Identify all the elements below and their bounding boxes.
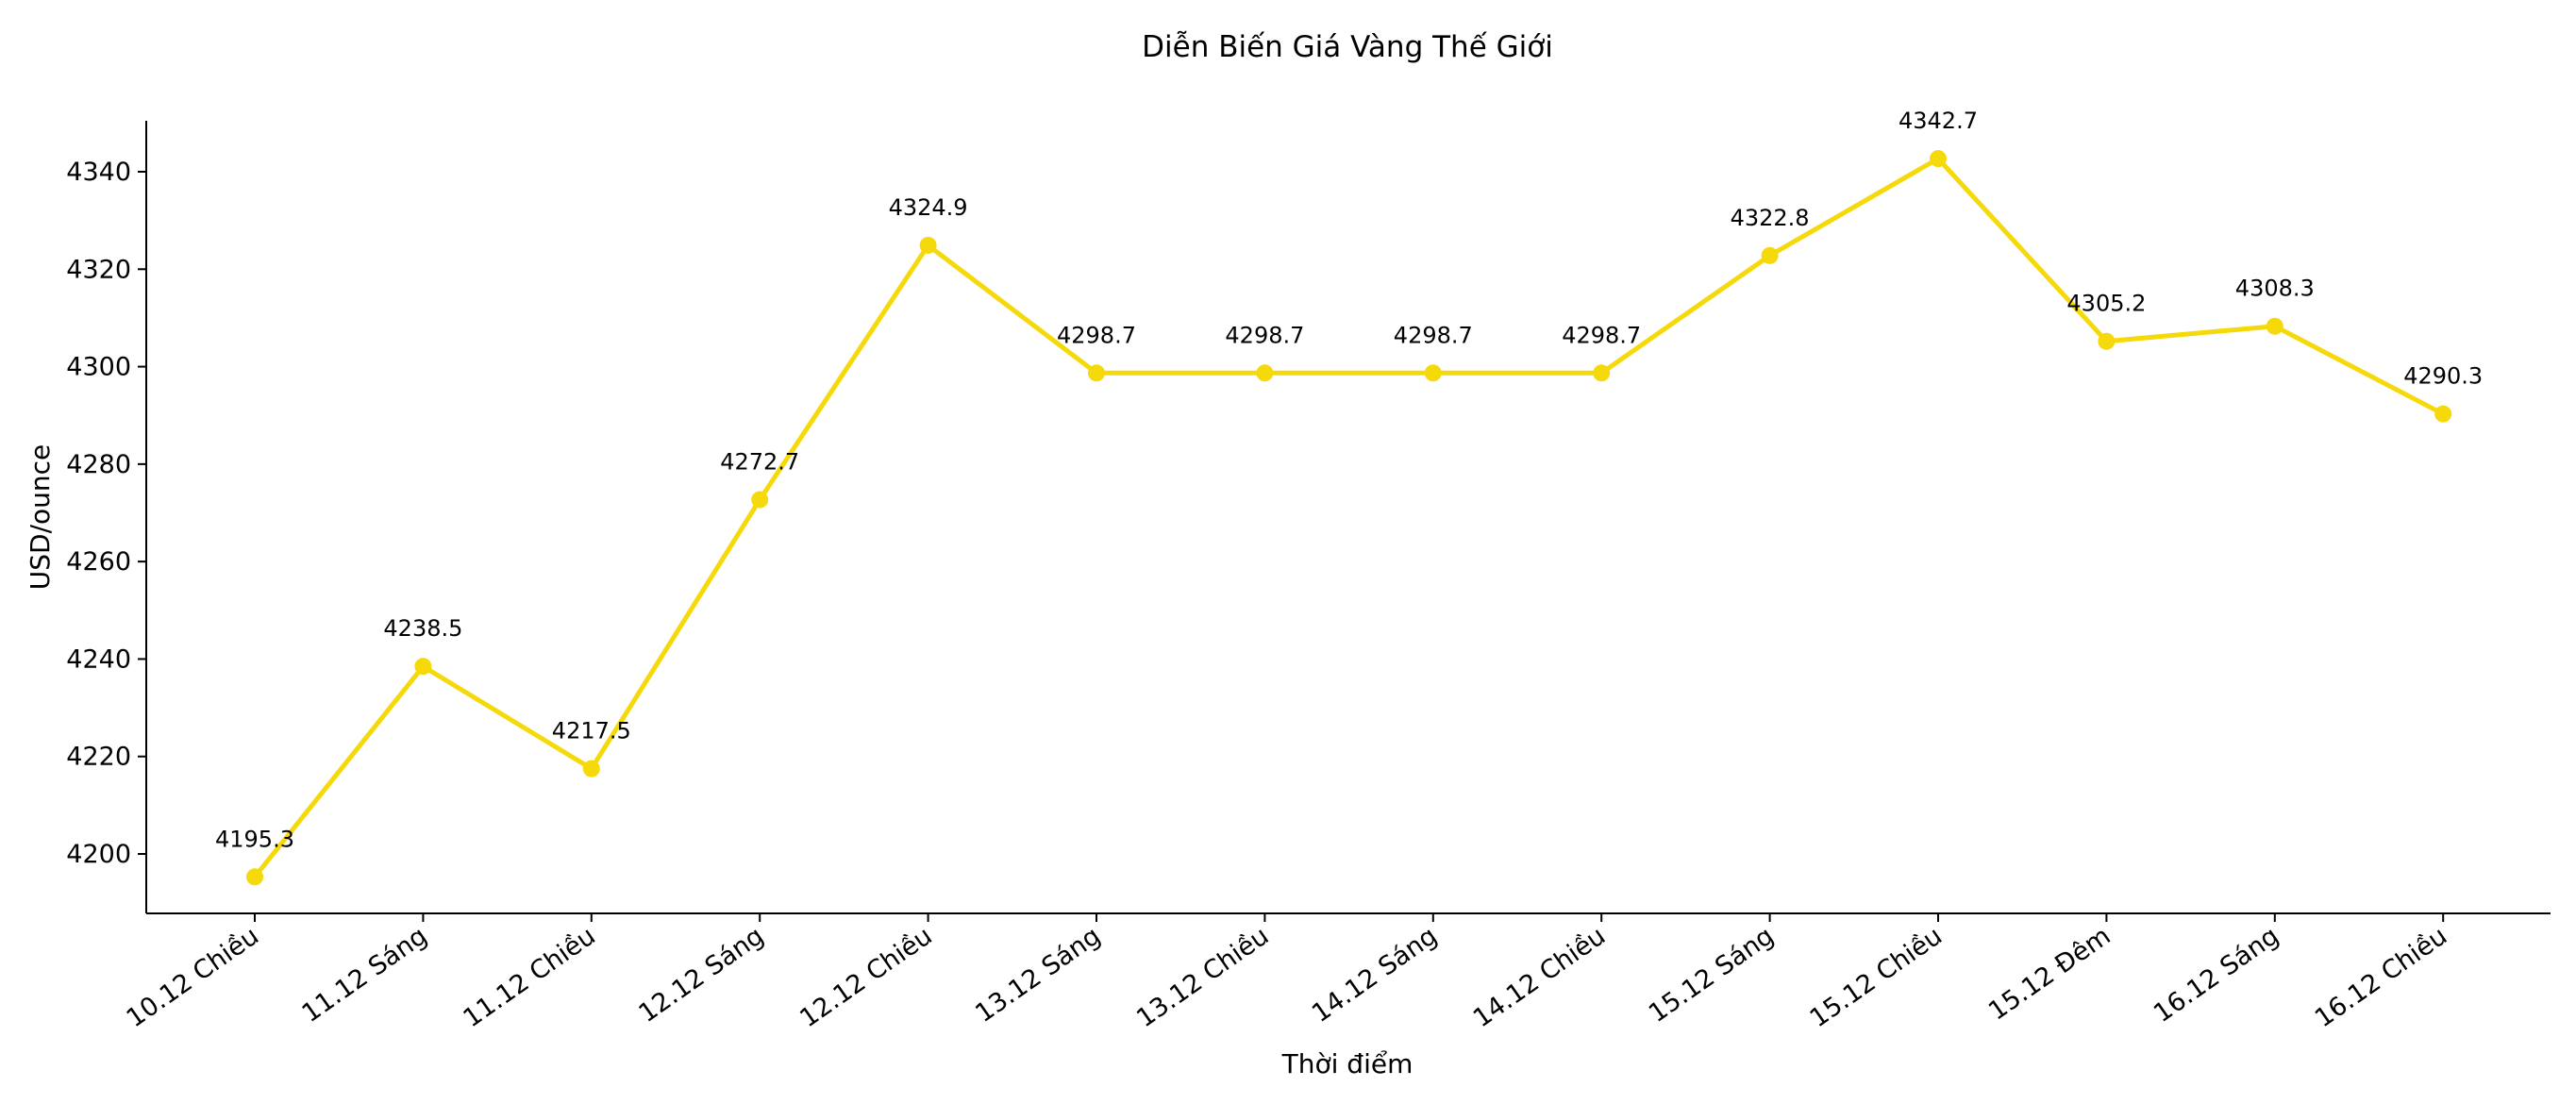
- x-tick-label: 15.12 Đêm: [1983, 921, 2116, 1026]
- data-label: 4217.5: [552, 718, 631, 744]
- data-label: 4308.3: [2235, 276, 2315, 302]
- data-label: 4272.7: [720, 449, 799, 476]
- data-label: 4290.3: [2403, 363, 2483, 390]
- data-label: 4298.7: [1394, 322, 1473, 348]
- x-tick-label: 15.12 Chiều: [1805, 921, 1948, 1033]
- data-point: [1593, 364, 1611, 382]
- x-tick-label: 13.12 Sáng: [970, 921, 1106, 1029]
- data-label: 4238.5: [383, 615, 462, 642]
- data-point: [1930, 150, 1947, 168]
- x-tick-label: 14.12 Chiều: [1468, 921, 1611, 1033]
- y-tick-label: 4260: [66, 547, 131, 577]
- y-tick-label: 4280: [66, 450, 131, 479]
- data-label: 4324.9: [889, 194, 968, 221]
- x-tick-label: 15.12 Sáng: [1644, 921, 1780, 1029]
- x-tick-label: 11.12 Sáng: [297, 921, 433, 1029]
- x-tick-label: 12.12 Chiều: [795, 921, 937, 1033]
- data-point: [1088, 364, 1105, 382]
- x-tick-label: 16.12 Sáng: [2149, 921, 2284, 1029]
- y-tick-label: 4220: [66, 743, 131, 772]
- data-point: [1761, 246, 1779, 264]
- data-point: [2098, 332, 2116, 350]
- data-label: 4195.3: [215, 826, 294, 852]
- y-tick-label: 4200: [66, 840, 131, 869]
- data-point: [582, 760, 600, 778]
- y-tick-label: 4300: [66, 353, 131, 382]
- data-label: 4305.2: [2066, 291, 2146, 317]
- y-tick-label: 4320: [66, 255, 131, 284]
- data-point: [414, 658, 432, 676]
- x-tick-label: 10.12 Chiều: [122, 921, 264, 1033]
- data-point: [246, 868, 263, 886]
- y-axis-label: USD/ounce: [25, 444, 56, 591]
- data-label: 4298.7: [1562, 322, 1641, 348]
- data-point: [1424, 364, 1442, 382]
- data-label: 4298.7: [1057, 322, 1136, 348]
- y-tick-label: 4340: [66, 158, 131, 187]
- x-tick-label: 13.12 Chiều: [1131, 921, 1274, 1033]
- x-tick-label: 11.12 Chiều: [458, 921, 600, 1033]
- x-tick-label: 14.12 Sáng: [1307, 921, 1443, 1029]
- data-point: [751, 491, 769, 509]
- data-point: [2434, 405, 2452, 423]
- series-line: [253, 156, 2445, 878]
- x-axis-label: Thời điểm: [1281, 1048, 1413, 1079]
- plot-area: 4195.3 4238.5 4217.5 4272.7 4324.9 4298.7 4298…: [215, 108, 2483, 886]
- data-point: [919, 236, 937, 254]
- chart-title: Diễn Biến Giá Vàng Thế Giới: [1142, 30, 1553, 64]
- x-tick-label: 16.12 Chiều: [2310, 921, 2452, 1033]
- data-label: 4342.7: [1899, 108, 1978, 134]
- data-label: 4322.8: [1731, 205, 1810, 231]
- data-point: [2266, 317, 2283, 335]
- x-tick-label: 12.12 Sáng: [633, 921, 769, 1029]
- y-tick-label: 4240: [66, 644, 131, 674]
- data-point: [1256, 364, 1274, 382]
- data-label: 4298.7: [1225, 322, 1304, 348]
